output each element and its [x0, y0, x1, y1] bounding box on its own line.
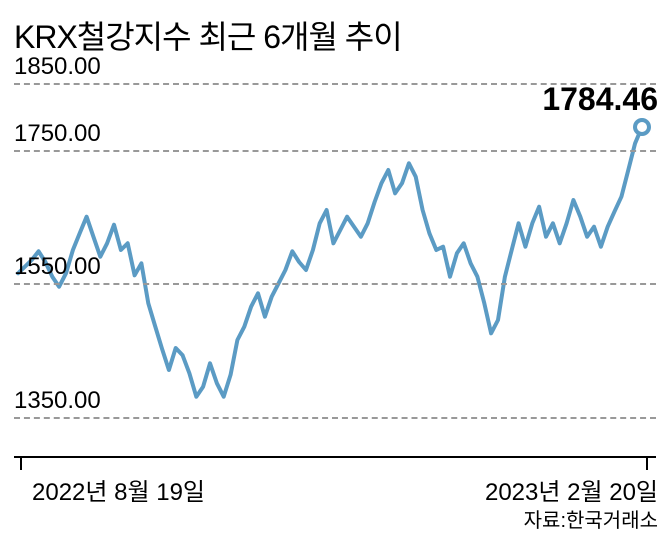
y-tick-label: 1550.00: [14, 253, 101, 281]
x-axis: [14, 456, 656, 458]
y-tick-label: 1850.00: [14, 53, 101, 81]
x-start-label: 2022년 8월 19일: [32, 472, 205, 507]
gridline: [14, 83, 656, 85]
final-value-marker: [633, 118, 651, 136]
chart-container: KRX철강지수 최근 6개월 추이 1784.46 자료:한국거래소 1350.…: [0, 0, 670, 543]
gridline: [14, 417, 656, 419]
line-series: [14, 70, 656, 450]
gridline: [14, 150, 656, 152]
final-value-annotation: 1784.46: [542, 81, 658, 118]
plot-area: [14, 70, 656, 450]
chart-title: KRX철강지수 최근 6개월 추이: [14, 12, 402, 58]
chart-source: 자료:한국거래소: [524, 504, 658, 533]
x-tick: [20, 456, 22, 470]
gridline: [14, 283, 656, 285]
y-tick-label: 1350.00: [14, 387, 101, 415]
y-tick-label: 1750.00: [14, 120, 101, 148]
x-end-label: 2023년 2월 20일: [485, 472, 658, 507]
x-tick: [646, 456, 648, 470]
